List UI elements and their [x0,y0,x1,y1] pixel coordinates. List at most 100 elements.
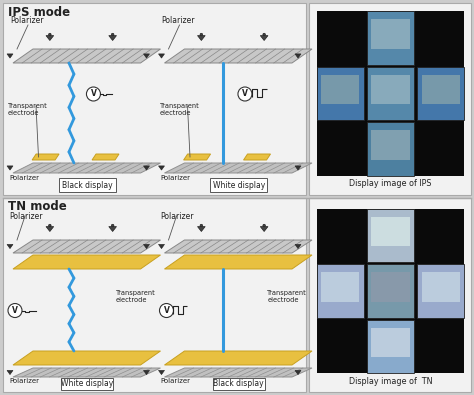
Polygon shape [244,154,271,160]
Bar [367,264,414,318]
Bar [367,11,414,65]
Polygon shape [144,371,149,374]
Text: Polarizer: Polarizer [162,16,195,25]
Text: TN mode: TN mode [8,200,67,213]
Polygon shape [183,154,210,160]
Circle shape [49,33,51,36]
Polygon shape [164,351,312,365]
Circle shape [111,224,114,227]
Bar [421,273,460,302]
Polygon shape [295,166,301,170]
FancyBboxPatch shape [59,178,116,192]
Bar [317,11,464,176]
Bar [309,3,471,195]
Polygon shape [144,245,149,248]
Text: Black display: Black display [213,380,264,389]
Circle shape [238,87,252,101]
Bar [421,75,460,104]
Bar [372,75,410,104]
Bar [417,264,465,318]
Polygon shape [164,49,312,63]
Polygon shape [13,351,161,365]
Circle shape [263,224,265,227]
Text: Polarizer: Polarizer [9,212,43,221]
Polygon shape [32,154,59,160]
Circle shape [111,33,114,36]
Text: V: V [12,306,18,315]
Circle shape [200,33,202,36]
Polygon shape [164,368,312,377]
Text: Display image of  TN: Display image of TN [349,376,432,386]
Text: Polarizer: Polarizer [161,378,191,384]
Text: Polarizer: Polarizer [10,16,44,25]
Text: Black display: Black display [62,181,112,190]
Polygon shape [295,371,301,374]
Bar [372,328,410,357]
Polygon shape [295,245,301,248]
Text: Polarizer: Polarizer [161,212,194,221]
Circle shape [8,303,22,318]
Polygon shape [7,54,13,58]
Bar [367,122,414,176]
Polygon shape [260,227,268,231]
Bar [321,75,359,104]
Bar [372,19,410,49]
Bar [372,130,410,160]
Polygon shape [158,245,164,248]
Polygon shape [13,240,161,253]
Text: Transparent
electrode: Transparent electrode [159,103,199,116]
Text: IPS mode: IPS mode [8,6,70,19]
Text: Polarizer: Polarizer [9,175,39,181]
Polygon shape [164,163,312,173]
Circle shape [200,224,202,227]
Polygon shape [164,255,312,269]
Polygon shape [13,163,161,173]
Bar [317,264,364,318]
Text: V: V [242,90,248,98]
Circle shape [86,87,100,101]
Text: White display: White display [61,380,113,389]
Polygon shape [295,54,301,58]
Bar [3,3,306,195]
Bar [317,209,464,373]
Bar [317,67,364,120]
Bar [372,217,410,246]
Polygon shape [158,166,164,170]
Polygon shape [198,227,205,231]
Text: V: V [164,306,169,315]
Bar [372,273,410,302]
Text: Transparent
electrode: Transparent electrode [116,290,155,303]
Polygon shape [144,166,149,170]
Bar [321,273,359,302]
Bar [367,320,414,373]
Polygon shape [109,36,117,41]
Text: White display: White display [213,181,265,190]
Polygon shape [46,227,54,231]
Polygon shape [164,240,312,253]
Polygon shape [13,49,161,63]
Text: Transparent
electrode: Transparent electrode [8,103,48,116]
Text: Polarizer: Polarizer [9,378,39,384]
Text: Display image of IPS: Display image of IPS [349,179,432,188]
FancyBboxPatch shape [210,178,267,192]
Polygon shape [260,36,268,41]
Polygon shape [109,227,117,231]
Text: Polarizer: Polarizer [161,175,191,181]
Polygon shape [7,245,13,248]
Bar [417,67,465,120]
FancyBboxPatch shape [213,378,264,390]
Circle shape [159,303,173,318]
Text: Transparent
electrode: Transparent electrode [267,290,307,303]
Bar [367,209,414,262]
Circle shape [49,224,51,227]
Bar [3,198,306,392]
Bar [367,67,414,120]
Polygon shape [92,154,119,160]
Polygon shape [46,36,54,41]
Polygon shape [7,166,13,170]
Polygon shape [13,368,161,377]
Polygon shape [13,255,161,269]
Polygon shape [158,371,164,374]
Bar [309,198,471,392]
FancyBboxPatch shape [62,378,113,390]
